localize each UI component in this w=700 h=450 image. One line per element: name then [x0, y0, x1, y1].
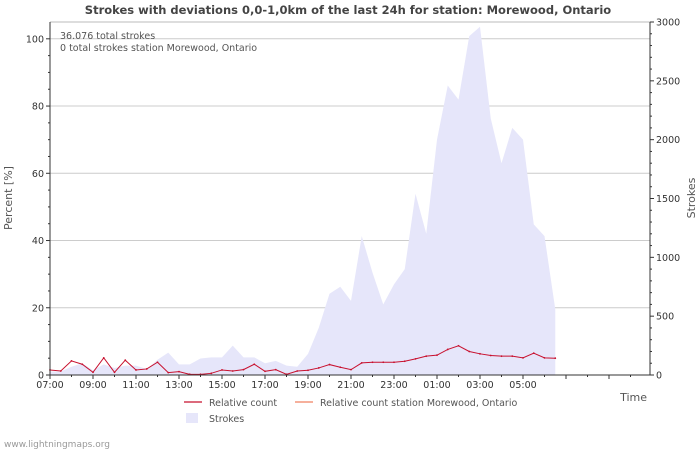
relative-count-point	[274, 368, 277, 371]
watermark: www.lightningmaps.org	[4, 440, 110, 450]
relative-count-point	[350, 368, 352, 371]
left-tick-label-0: 0	[38, 371, 44, 382]
relative-count-point	[457, 344, 460, 347]
relative-count-point	[414, 357, 417, 360]
left-tick-label-40: 40	[32, 236, 44, 247]
relative-count-point	[436, 354, 438, 357]
right-y-axis-label: Strokes	[685, 177, 698, 218]
relative-count-point	[307, 369, 309, 372]
right-tick-label-0: 0	[656, 371, 662, 382]
relative-count-point	[317, 367, 320, 369]
relative-count-point	[403, 360, 406, 363]
x-tick-label-05:00: 05:00	[509, 380, 536, 391]
relative-count-point	[210, 372, 213, 375]
relative-count-point	[231, 370, 234, 372]
relative-count-layer	[49, 344, 557, 376]
relative-count-point	[135, 369, 137, 371]
relative-count-point	[532, 352, 535, 355]
x-tick-label-19:00: 19:00	[294, 380, 321, 391]
legend: Relative count Relative count station Mo…	[184, 398, 517, 425]
left-tick-label-60: 60	[32, 169, 44, 180]
relative-count-point	[264, 370, 266, 373]
legend-label-strokes: Strokes	[209, 414, 244, 425]
relative-count-point	[253, 363, 256, 366]
right-tick-label-2500: 2500	[656, 76, 680, 87]
relative-count-point	[178, 370, 180, 373]
x-tick-label-01:00: 01:00	[423, 380, 450, 391]
left-tick-label-100: 100	[26, 34, 44, 45]
x-tick-label-23:00: 23:00	[380, 380, 407, 391]
relative-count-point	[124, 359, 127, 362]
relative-count-point	[360, 361, 363, 364]
left-y-ticks: 0 20 40 60 80 100	[26, 34, 50, 382]
strokes-area-layer	[50, 26, 556, 376]
relative-count-point	[328, 363, 331, 366]
legend-label-station: Relative count station Morewood, Ontario	[320, 398, 517, 409]
right-tick-label-500: 500	[656, 312, 674, 323]
relative-count-point	[393, 361, 395, 364]
right-tick-label-2000: 2000	[656, 135, 680, 146]
relative-count-point	[113, 371, 116, 374]
relative-count-point	[59, 370, 62, 372]
x-tick-label-11:00: 11:00	[122, 380, 149, 391]
right-tick-label-3000: 3000	[656, 18, 680, 29]
relative-count-point	[468, 350, 471, 353]
relative-count-point	[167, 371, 170, 374]
relative-count-point	[382, 361, 385, 364]
relative-count-point	[446, 348, 449, 351]
relative-count-point	[242, 368, 245, 371]
x-tick-label-03:00: 03:00	[466, 380, 493, 391]
x-tick-label-09:00: 09:00	[79, 380, 106, 391]
relative-count-point	[511, 355, 514, 358]
legend-swatch-strokes	[186, 413, 198, 423]
relative-count-point	[92, 371, 94, 374]
relative-count-point	[554, 357, 557, 360]
strokes-area	[50, 26, 556, 376]
relative-count-point	[500, 355, 503, 358]
x-tick-label-13:00: 13:00	[165, 380, 192, 391]
relative-count-point	[70, 359, 73, 362]
left-y-axis-label: Percent [%]	[2, 166, 15, 230]
relative-count-point	[522, 356, 524, 359]
x-tick-label-07:00: 07:00	[36, 380, 63, 391]
relative-count-point	[339, 366, 342, 369]
x-tick-label-15:00: 15:00	[208, 380, 235, 391]
x-tick-label-21:00: 21:00	[337, 380, 364, 391]
annotation-station-strokes: 0 total strokes station Morewood, Ontari…	[60, 43, 257, 54]
relative-count-point	[156, 361, 159, 364]
relative-count-point	[221, 369, 223, 371]
left-tick-label-80: 80	[32, 102, 44, 113]
relative-count-point	[81, 363, 84, 366]
relative-count-point	[479, 352, 481, 355]
x-axis-label: Time	[619, 391, 647, 404]
right-y-ticks: 0 500 1000 1500 2000 2500 3000	[650, 18, 680, 382]
relative-count-point	[296, 370, 299, 372]
relative-count-point	[543, 356, 546, 359]
left-tick-label-20: 20	[32, 303, 44, 314]
x-ticks: 07:00 09:00 11:00 13:00 15:00 17:00 19:00 21:00…	[36, 375, 631, 391]
legend-label-relative: Relative count	[209, 398, 277, 409]
relative-count-point	[425, 355, 428, 358]
annotation-total-strokes: 36.076 total strokes	[60, 31, 155, 42]
relative-count-point	[145, 368, 148, 370]
relative-count-point	[102, 356, 105, 359]
chart-title: Strokes with deviations 0,0-1,0km of the…	[85, 3, 611, 17]
relative-count-point	[489, 354, 492, 357]
relative-count-line	[49, 345, 556, 375]
relative-count-point	[371, 361, 374, 364]
right-tick-label-1500: 1500	[656, 194, 680, 205]
right-tick-label-1000: 1000	[656, 253, 680, 264]
x-tick-label-17:00: 17:00	[251, 380, 278, 391]
